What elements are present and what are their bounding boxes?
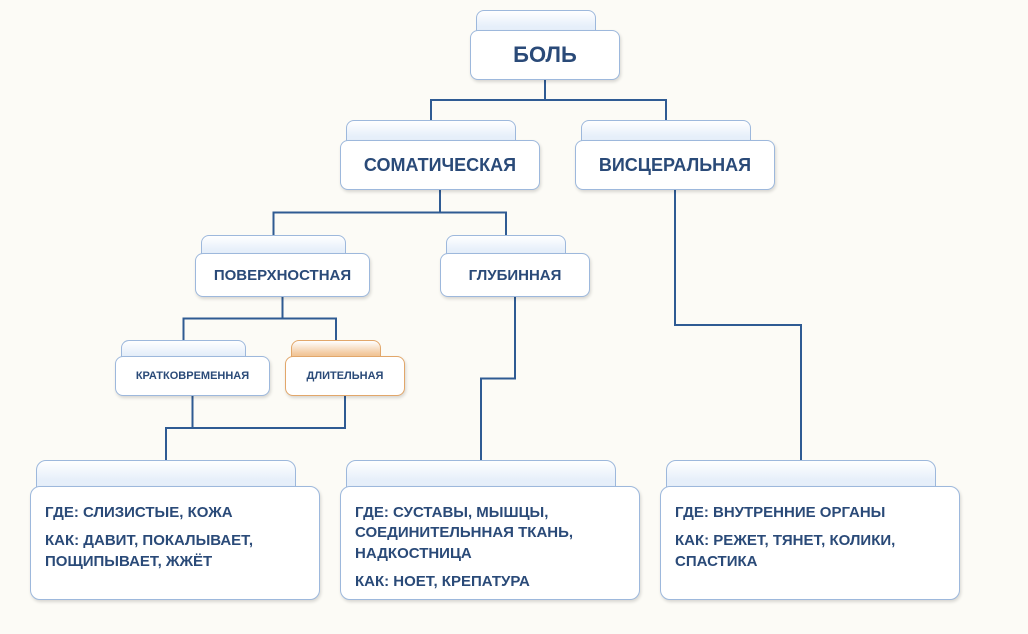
edge-root-visceral <box>545 80 666 120</box>
edge-somatic-surface <box>274 190 441 235</box>
leaf-visceral: ГДЕ: ВНУТРЕННИЕ ОРГАНЫ КАК: РЕЖЕТ, ТЯНЕТ… <box>660 460 960 600</box>
diagram-stage: БОЛЬ СОМАТИЧЕСКАЯ ВИСЦЕРАЛЬНАЯ ПОВЕРХНОС… <box>0 0 1028 634</box>
node-visceral-label: ВИСЦЕРАЛЬНАЯ <box>599 155 751 176</box>
node-short-term: КРАТКОВРЕМЕННАЯ <box>115 340 270 396</box>
node-visceral: ВИСЦЕРАЛЬНАЯ <box>575 120 775 190</box>
node-long-term: ДЛИТЕЛЬНАЯ <box>285 340 405 396</box>
node-long-label: ДЛИТЕЛЬНАЯ <box>307 370 384 382</box>
leaf-deep-how: КАК: НОЕТ, КРЕПАТУРА <box>355 572 530 592</box>
edge-root-somatic <box>431 80 545 120</box>
node-surface: ПОВЕРХНОСТНАЯ <box>195 235 370 297</box>
leaf-surface: ГДЕ: СЛИЗИСТЫЕ, КОЖА КАК: ДАВИТ, ПОКАЛЫВ… <box>30 460 320 600</box>
node-somatic: СОМАТИЧЕСКАЯ <box>340 120 540 190</box>
node-root: БОЛЬ <box>470 10 620 80</box>
edge-short-leaf_surface <box>166 396 193 460</box>
edge-deep-leaf_deep <box>481 297 515 460</box>
edge-long-leaf_surface <box>166 396 345 460</box>
edge-somatic-deep <box>440 190 506 235</box>
node-deep-label: ГЛУБИННАЯ <box>469 267 562 284</box>
node-surface-label: ПОВЕРХНОСТНАЯ <box>214 267 351 284</box>
leaf-visceral-how: КАК: РЕЖЕТ, ТЯНЕТ, КОЛИКИ, СПАСТИКА <box>675 531 945 572</box>
edge-surface-long <box>283 297 337 340</box>
leaf-surface-how: КАК: ДАВИТ, ПОКАЛЫВАЕТ, ПОЩИПЫВАЕТ, ЖЖЁТ <box>45 531 305 572</box>
leaf-deep: ГДЕ: СУСТАВЫ, МЫШЦЫ, СОЕДИНИТЕЛЬННАЯ ТКА… <box>340 460 640 600</box>
edge-surface-short <box>184 297 283 340</box>
leaf-deep-where: ГДЕ: СУСТАВЫ, МЫШЦЫ, СОЕДИНИТЕЛЬННАЯ ТКА… <box>355 503 625 564</box>
leaf-visceral-where: ГДЕ: ВНУТРЕННИЕ ОРГАНЫ <box>675 503 885 523</box>
node-somatic-label: СОМАТИЧЕСКАЯ <box>364 155 516 176</box>
node-short-label: КРАТКОВРЕМЕННАЯ <box>136 370 249 382</box>
node-root-label: БОЛЬ <box>513 42 577 68</box>
edge-visceral-leaf_visceral <box>675 190 801 460</box>
node-deep: ГЛУБИННАЯ <box>440 235 590 297</box>
leaf-surface-where: ГДЕ: СЛИЗИСТЫЕ, КОЖА <box>45 503 233 523</box>
